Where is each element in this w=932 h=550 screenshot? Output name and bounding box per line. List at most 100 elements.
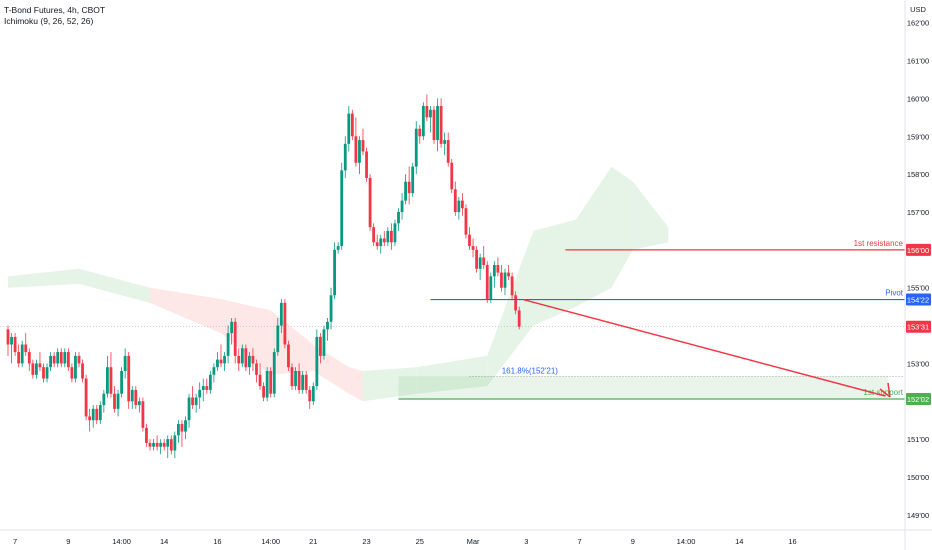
- candle[interactable]: [265, 367, 269, 402]
- candle[interactable]: [17, 344, 21, 368]
- candle[interactable]: [450, 159, 454, 194]
- candle[interactable]: [326, 318, 329, 341]
- candle[interactable]: [137, 397, 141, 413]
- candle[interactable]: [468, 227, 471, 250]
- candle[interactable]: [52, 352, 56, 368]
- candle[interactable]: [287, 340, 290, 371]
- candle[interactable]: [201, 378, 205, 402]
- candle[interactable]: [453, 181, 457, 216]
- candle[interactable]: [279, 299, 283, 334]
- candle[interactable]: [141, 397, 145, 432]
- candle[interactable]: [311, 382, 315, 406]
- candle[interactable]: [414, 121, 418, 175]
- candle[interactable]: [145, 424, 148, 447]
- candle[interactable]: [496, 257, 500, 277]
- candle[interactable]: [77, 352, 81, 368]
- candle[interactable]: [482, 246, 486, 269]
- candle[interactable]: [6, 325, 10, 356]
- candle[interactable]: [59, 348, 63, 368]
- candle[interactable]: [301, 371, 305, 394]
- candle[interactable]: [350, 109, 354, 141]
- candle[interactable]: [475, 246, 478, 273]
- candle[interactable]: [180, 420, 184, 447]
- x-axis[interactable]: 7 9 14:00 14 16 14:00 21 23 25 Mar 3 7 9 14:00 14 16: [0, 529, 932, 546]
- candle[interactable]: [74, 352, 77, 383]
- candle[interactable]: [333, 242, 336, 300]
- candle[interactable]: [411, 162, 415, 197]
- candle[interactable]: [177, 420, 180, 443]
- candle[interactable]: [461, 193, 464, 216]
- candle[interactable]: [308, 386, 312, 409]
- candle[interactable]: [113, 386, 116, 413]
- candle[interactable]: [372, 223, 376, 247]
- candle[interactable]: [148, 439, 152, 451]
- candle[interactable]: [35, 359, 38, 379]
- candle[interactable]: [400, 193, 404, 220]
- candle[interactable]: [503, 268, 507, 296]
- candle[interactable]: [98, 401, 102, 424]
- candle[interactable]: [492, 261, 496, 288]
- candle[interactable]: [127, 352, 131, 409]
- candle[interactable]: [269, 367, 273, 398]
- candle[interactable]: [91, 405, 95, 428]
- candle[interactable]: [49, 352, 52, 371]
- candle[interactable]: [514, 291, 518, 315]
- candle[interactable]: [407, 166, 411, 205]
- indicator-title[interactable]: Ichimoku (9, 26, 52, 26): [4, 16, 94, 26]
- candle[interactable]: [343, 136, 347, 178]
- candle[interactable]: [393, 219, 397, 247]
- candle[interactable]: [464, 204, 468, 239]
- candle[interactable]: [283, 299, 287, 349]
- candle[interactable]: [418, 124, 422, 144]
- candle[interactable]: [155, 435, 159, 451]
- candle[interactable]: [297, 363, 301, 394]
- candle[interactable]: [95, 405, 99, 424]
- candles[interactable]: [6, 94, 521, 459]
- candle[interactable]: [404, 174, 407, 205]
- candle[interactable]: [63, 348, 67, 368]
- candle[interactable]: [315, 329, 319, 390]
- candle[interactable]: [276, 318, 280, 356]
- candle[interactable]: [10, 333, 13, 364]
- candle[interactable]: [386, 227, 390, 247]
- candle[interactable]: [248, 352, 251, 375]
- candle[interactable]: [216, 352, 219, 371]
- candle[interactable]: [319, 333, 322, 364]
- candle[interactable]: [397, 208, 400, 231]
- price-tag[interactable]: 154'22: [906, 293, 931, 306]
- candle[interactable]: [84, 374, 88, 421]
- candle[interactable]: [208, 371, 212, 394]
- candle[interactable]: [304, 371, 308, 394]
- candle[interactable]: [237, 348, 241, 371]
- candle[interactable]: [173, 431, 177, 459]
- candle[interactable]: [70, 363, 74, 383]
- candle[interactable]: [13, 333, 17, 356]
- candle[interactable]: [354, 117, 358, 167]
- candle[interactable]: [27, 348, 31, 371]
- candle[interactable]: [31, 359, 35, 379]
- candle[interactable]: [226, 325, 230, 364]
- candle[interactable]: [169, 435, 173, 455]
- candle[interactable]: [223, 352, 226, 371]
- candle[interactable]: [489, 272, 493, 303]
- candle[interactable]: [56, 348, 60, 368]
- candle[interactable]: [102, 389, 106, 413]
- candle[interactable]: [425, 94, 429, 122]
- candle[interactable]: [262, 382, 265, 402]
- candle[interactable]: [88, 408, 92, 432]
- candle[interactable]: [290, 363, 294, 390]
- candle[interactable]: [421, 102, 425, 141]
- candle[interactable]: [382, 230, 386, 247]
- candle[interactable]: [329, 287, 333, 330]
- candle[interactable]: [240, 344, 244, 368]
- candle[interactable]: [272, 348, 276, 398]
- candle[interactable]: [205, 378, 209, 394]
- price-tag[interactable]: 153'31: [906, 320, 931, 333]
- candle[interactable]: [436, 98, 439, 152]
- candle[interactable]: [347, 106, 351, 152]
- candle[interactable]: [81, 359, 84, 383]
- candle[interactable]: [123, 348, 127, 379]
- candle[interactable]: [45, 363, 49, 383]
- candle[interactable]: [244, 344, 248, 372]
